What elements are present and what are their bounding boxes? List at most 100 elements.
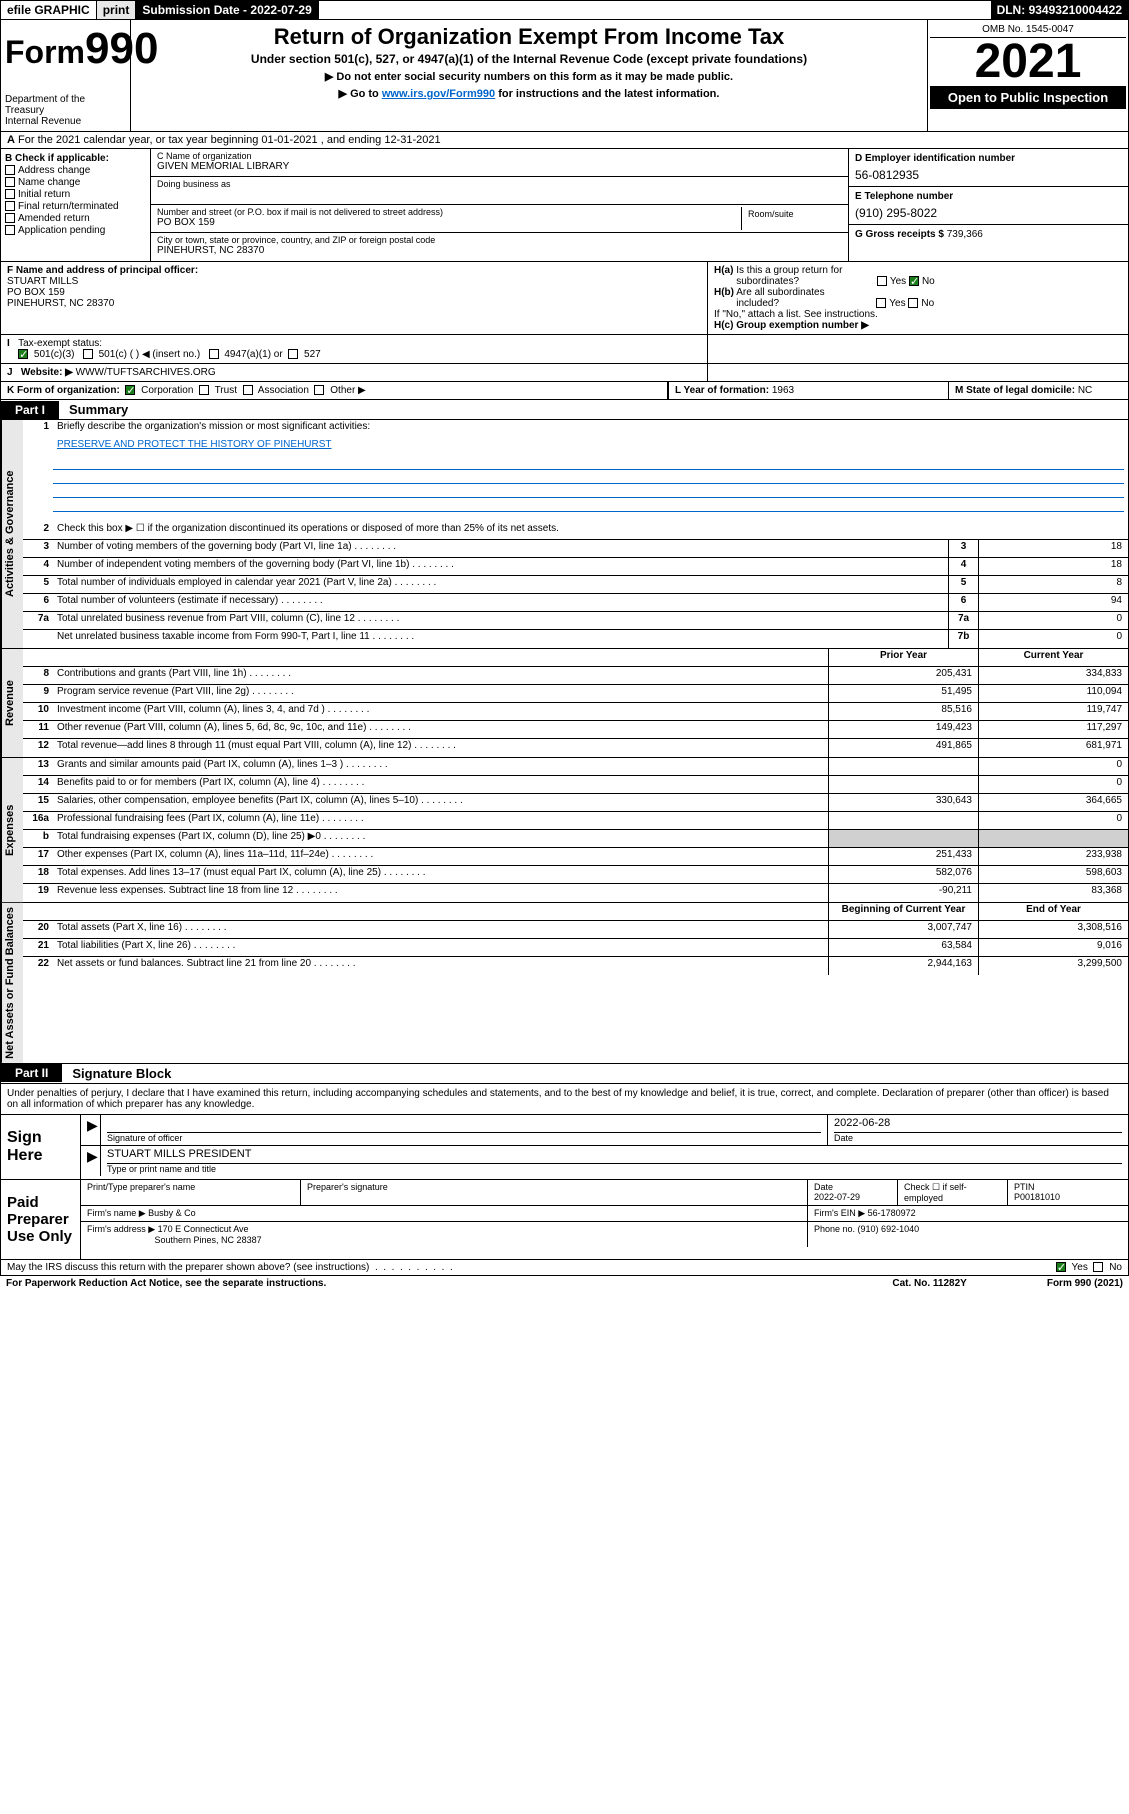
subtitle-2: ▶ Do not enter social security numbers o… xyxy=(135,70,923,83)
checkbox-501c[interactable] xyxy=(83,349,93,359)
checkbox-hb-yes[interactable] xyxy=(876,298,886,308)
year-formation: 1963 xyxy=(772,385,794,396)
info-grid: B Check if applicable: Address change Na… xyxy=(0,149,1129,262)
table-row: 6Total number of volunteers (estimate if… xyxy=(23,594,1128,612)
governance-section: Activities & Governance 1Briefly describ… xyxy=(0,420,1129,649)
table-row: 21Total liabilities (Part X, line 26)63,… xyxy=(23,939,1128,957)
vtab-governance: Activities & Governance xyxy=(1,420,23,648)
ptin: P00181010 xyxy=(1014,1192,1122,1202)
expenses-section: Expenses 13Grants and similar amounts pa… xyxy=(0,758,1129,903)
subtitle-3: ▶ Go to www.irs.gov/Form990 for instruct… xyxy=(135,87,923,100)
table-row: 9Program service revenue (Part VIII, lin… xyxy=(23,685,1128,703)
firm-addr: 170 E Connecticut Ave xyxy=(158,1224,249,1234)
dept-label: Department of theTreasuryInternal Revenu… xyxy=(5,94,126,127)
firm-ein: 56-1780972 xyxy=(868,1208,916,1218)
checkbox-hb-no[interactable] xyxy=(908,298,918,308)
form-header: Form990 Department of theTreasuryInterna… xyxy=(0,20,1129,132)
table-row: 10Investment income (Part VIII, column (… xyxy=(23,703,1128,721)
tax-year: 2021 xyxy=(930,38,1126,86)
row-k-form-org: K Form of organization: Corporation Trus… xyxy=(0,382,1129,400)
mission-text: PRESERVE AND PROTECT THE HISTORY OF PINE… xyxy=(53,438,1128,456)
paid-preparer-block: Paid Preparer Use Only Print/Type prepar… xyxy=(0,1180,1129,1260)
print-button[interactable]: print xyxy=(97,1,137,19)
inspection-label: Open to Public Inspection xyxy=(930,86,1126,109)
state-domicile: NC xyxy=(1078,385,1092,396)
table-row: 20Total assets (Part X, line 16)3,007,74… xyxy=(23,921,1128,939)
table-row: bTotal fundraising expenses (Part IX, co… xyxy=(23,830,1128,848)
website: WWW/TUFTSARCHIVES.ORG xyxy=(76,367,216,378)
checkbox-app-pending[interactable] xyxy=(5,225,15,235)
gross-receipts: 739,366 xyxy=(947,229,983,240)
checkbox-ha-yes[interactable] xyxy=(877,276,887,286)
checkbox-trust[interactable] xyxy=(199,385,209,395)
table-row: Net unrelated business taxable income fr… xyxy=(23,630,1128,648)
checkbox-name-change[interactable] xyxy=(5,177,15,187)
sign-date: 2022-06-28 xyxy=(834,1117,1122,1133)
checkbox-527[interactable] xyxy=(288,349,298,359)
firm-name: Busby & Co xyxy=(148,1208,196,1218)
footer-discuss: May the IRS discuss this return with the… xyxy=(0,1260,1129,1276)
vtab-expenses: Expenses xyxy=(1,758,23,902)
sign-here-label: Sign Here xyxy=(1,1115,81,1179)
checkbox-ha-no[interactable] xyxy=(909,276,919,286)
checkbox-discuss-no[interactable] xyxy=(1093,1262,1103,1272)
org-city: PINEHURST, NC 28370 xyxy=(157,245,842,256)
table-row: 11Other revenue (Part VIII, column (A), … xyxy=(23,721,1128,739)
subtitle-1: Under section 501(c), 527, or 4947(a)(1)… xyxy=(135,52,923,66)
irs-link[interactable]: www.irs.gov/Form990 xyxy=(382,88,495,100)
table-row: 18Total expenses. Add lines 13–17 (must … xyxy=(23,866,1128,884)
efile-label: efile GRAPHIC xyxy=(1,1,97,19)
org-name: GIVEN MEMORIAL LIBRARY xyxy=(157,161,842,172)
table-row: 4Number of independent voting members of… xyxy=(23,558,1128,576)
dln: DLN: 93493210004422 xyxy=(991,1,1128,19)
checkbox-corp[interactable] xyxy=(125,385,135,395)
table-row: 13Grants and similar amounts paid (Part … xyxy=(23,758,1128,776)
footer-final: For Paperwork Reduction Act Notice, see … xyxy=(0,1276,1129,1291)
table-row: 8Contributions and grants (Part VIII, li… xyxy=(23,667,1128,685)
row-f-h: F Name and address of principal officer:… xyxy=(0,262,1129,335)
checkbox-assoc[interactable] xyxy=(243,385,253,395)
checkbox-discuss-yes[interactable] xyxy=(1056,1262,1066,1272)
year-box: OMB No. 1545-0047 2021 Open to Public In… xyxy=(928,20,1128,131)
form-number-box: Form990 Department of theTreasuryInterna… xyxy=(1,20,131,131)
officer-name: STUART MILLS xyxy=(7,276,701,287)
table-row: 17Other expenses (Part IX, column (A), l… xyxy=(23,848,1128,866)
table-row: 19Revenue less expenses. Subtract line 1… xyxy=(23,884,1128,902)
form-title: Return of Organization Exempt From Incom… xyxy=(135,24,923,50)
checkbox-amended[interactable] xyxy=(5,213,15,223)
part-2-header: Part II Signature Block xyxy=(0,1064,1129,1084)
sign-here-block: Sign Here ▶ Signature of officer 2022-06… xyxy=(0,1115,1129,1180)
row-j-website: J Website: ▶ WWW/TUFTSARCHIVES.ORG xyxy=(0,364,1129,382)
cat-no: Cat. No. 11282Y xyxy=(892,1278,966,1289)
table-row: 3Number of voting members of the governi… xyxy=(23,540,1128,558)
table-row: 14Benefits paid to or for members (Part … xyxy=(23,776,1128,794)
row-a-tax-year: A For the 2021 calendar year, or tax yea… xyxy=(0,132,1129,149)
table-row: 22Net assets or fund balances. Subtract … xyxy=(23,957,1128,975)
col-b-checkboxes: B Check if applicable: Address change Na… xyxy=(1,149,151,261)
checkbox-address-change[interactable] xyxy=(5,165,15,175)
prep-date: 2022-07-29 xyxy=(814,1192,891,1202)
col-d-numbers: D Employer identification number 56-0812… xyxy=(848,149,1128,261)
checkbox-501c3[interactable] xyxy=(18,349,28,359)
checkbox-final-return[interactable] xyxy=(5,201,15,211)
org-address: PO BOX 159 xyxy=(157,217,741,228)
col-c-org-info: C Name of organization GIVEN MEMORIAL LI… xyxy=(151,149,848,261)
table-row: 16aProfessional fundraising fees (Part I… xyxy=(23,812,1128,830)
topbar: efile GRAPHIC print Submission Date - 20… xyxy=(0,0,1129,20)
checkbox-other[interactable] xyxy=(314,385,324,395)
vtab-revenue: Revenue xyxy=(1,649,23,757)
form-ref: Form 990 (2021) xyxy=(1047,1278,1123,1289)
firm-phone: (910) 692-1040 xyxy=(858,1224,920,1234)
paid-preparer-label: Paid Preparer Use Only xyxy=(1,1180,81,1259)
penalty-text: Under penalties of perjury, I declare th… xyxy=(0,1084,1129,1115)
net-assets-section: Net Assets or Fund Balances Beginning of… xyxy=(0,903,1129,1064)
submission-date: Submission Date - 2022-07-29 xyxy=(136,1,318,19)
vtab-net-assets: Net Assets or Fund Balances xyxy=(1,903,23,1063)
ein: 56-0812935 xyxy=(855,168,1122,182)
title-box: Return of Organization Exempt From Incom… xyxy=(131,20,928,131)
checkbox-4947[interactable] xyxy=(209,349,219,359)
checkbox-initial-return[interactable] xyxy=(5,189,15,199)
row-i-tax-status: I Tax-exempt status: 501(c)(3) 501(c) ( … xyxy=(0,335,1129,364)
revenue-section: Revenue Prior YearCurrent Year 8Contribu… xyxy=(0,649,1129,758)
table-row: 7aTotal unrelated business revenue from … xyxy=(23,612,1128,630)
